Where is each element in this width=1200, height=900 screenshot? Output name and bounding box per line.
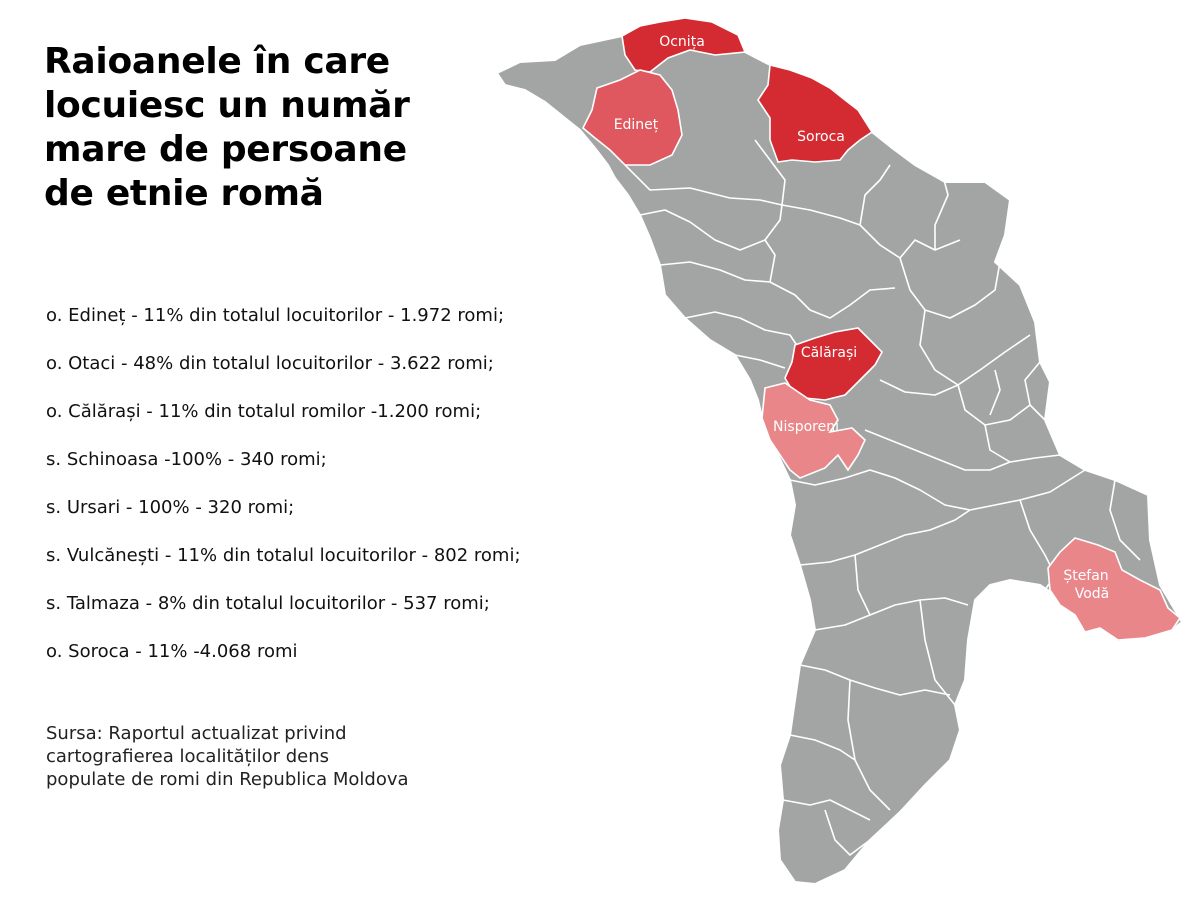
title-line: mare de persoane	[44, 129, 407, 170]
fact-item-vulcanesti: s. Vulcănești - 11% din totalul locuitor…	[46, 545, 521, 566]
label-stefan-voda-line2: Vodă	[1075, 586, 1110, 602]
title-line: Raioanele în care	[44, 41, 390, 82]
fact-item-otaci: o. Otaci - 48% din totalul locuitorilor …	[46, 353, 494, 374]
source-line: populate de romi din Republica Moldova	[46, 769, 409, 790]
district-nisporeni	[761, 382, 866, 479]
district-calarasi	[784, 327, 883, 401]
district-ocnita	[621, 17, 747, 73]
district-stefan-voda	[1047, 537, 1182, 641]
title-line: de etnie romă	[44, 173, 324, 214]
district-borders	[624, 139, 1141, 856]
title-line: locuiesc un număr	[44, 85, 410, 126]
source-line: Sursa: Raportul actualizat privind	[46, 723, 347, 744]
label-ocnita: Ocnița	[659, 34, 705, 50]
source-note: Sursa: Raportul actualizat privind carto…	[46, 722, 566, 791]
label-soroca: Soroca	[797, 129, 845, 145]
label-nisporeni: Nisporeni	[773, 419, 839, 435]
label-stefan-voda-line1: Ștefan	[1063, 568, 1108, 584]
label-calarasi: Călărași	[801, 345, 857, 361]
district-edinet	[582, 69, 683, 166]
label-edinet: Edineț	[614, 117, 659, 133]
fact-item-talmaza: s. Talmaza - 8% din totalul locuitorilor…	[46, 593, 490, 614]
page-title: Raioanele în care locuiesc un număr mare…	[44, 40, 514, 216]
fact-item-ursari: s. Ursari - 100% - 320 romi;	[46, 497, 295, 518]
fact-item-edinet: o. Edineț - 11% din totalul locuitorilor…	[46, 305, 505, 326]
source-line: cartografierea localităților dens	[46, 746, 330, 767]
fact-item-calarasi: o. Călărași - 11% din totalul romilor -1…	[46, 401, 482, 422]
district-soroca	[757, 63, 874, 163]
fact-item-schinoasa: s. Schinoasa -100% - 340 romi;	[46, 449, 327, 470]
fact-item-soroca: o. Soroca - 11% -4.068 romi	[46, 641, 298, 662]
facts-list: o. Edineț - 11% din totalul locuitorilor…	[46, 305, 521, 689]
